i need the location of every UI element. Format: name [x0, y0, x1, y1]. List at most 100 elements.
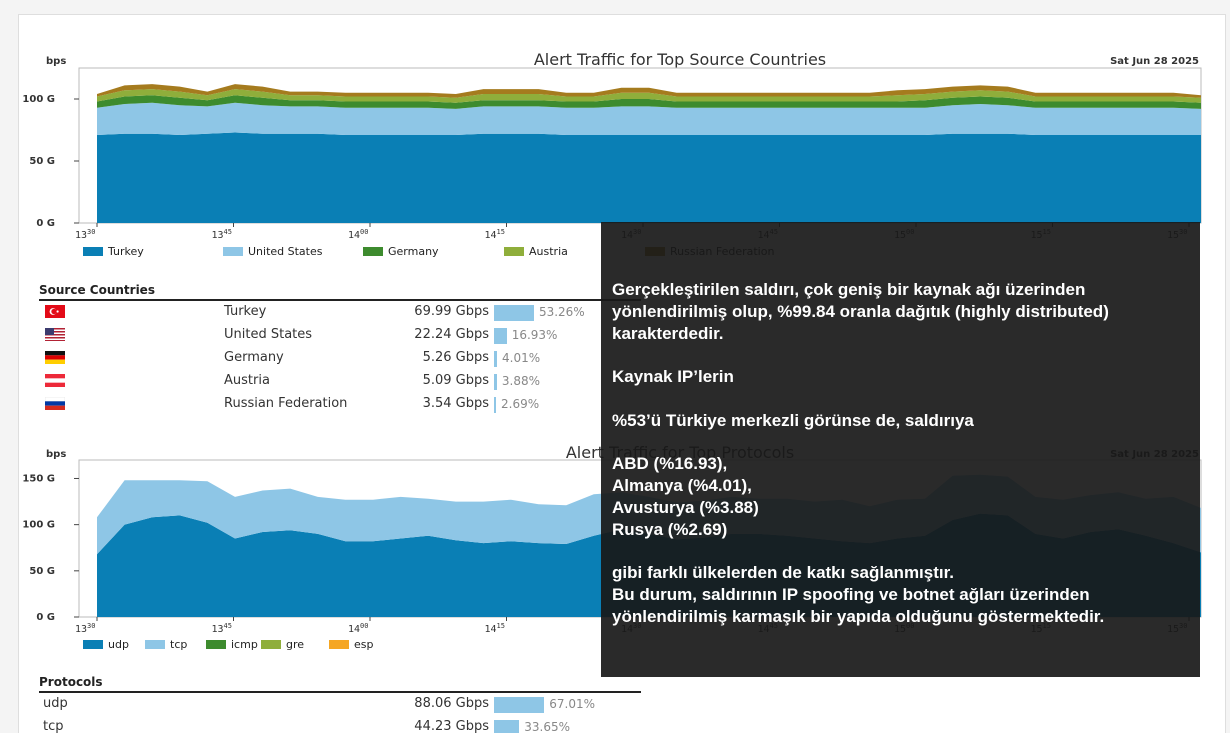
legend-item-tcp[interactable]: tcp — [145, 638, 187, 651]
row-value: 44.23 Gbps — [414, 719, 489, 733]
row-name: Austria — [224, 373, 270, 388]
legend-label: icmp — [231, 638, 258, 651]
germany-flag-icon — [45, 351, 65, 364]
table-row: United States 22.24 Gbps 16.93% — [39, 324, 641, 347]
legend-item-united-states[interactable]: United States — [223, 245, 323, 258]
y-tick-label: 0 G — [36, 612, 55, 623]
legend-label: Austria — [529, 245, 568, 258]
x-tick-label: 1415 — [485, 622, 505, 635]
chart-date: Sat Jun 28 2025 — [1110, 56, 1199, 67]
legend-swatch — [363, 247, 383, 256]
legend-swatch — [261, 640, 281, 649]
legend-swatch — [83, 640, 103, 649]
x-tick-label: 1330 — [75, 622, 95, 635]
table-row: Russian Federation 3.54 Gbps 2.69% — [39, 393, 641, 416]
table-row: Germany 5.26 Gbps 4.01% — [39, 347, 641, 370]
row-percent-bar — [494, 328, 507, 344]
row-percent-bar — [494, 374, 497, 390]
y-tick-label: 100 G — [22, 94, 55, 105]
row-percent-bar — [494, 397, 497, 413]
series-area-germany — [97, 95, 1201, 109]
row-percent-bar — [494, 720, 520, 733]
table-row: Turkey 69.99 Gbps 53.26% — [39, 301, 641, 324]
x-tick-label: 1400 — [348, 228, 368, 241]
legend-swatch — [329, 640, 349, 649]
row-percent: 4.01% — [502, 351, 541, 365]
source-countries-heading: Source Countries — [39, 283, 641, 301]
legend-swatch — [206, 640, 226, 649]
row-percent: 33.65% — [524, 720, 570, 733]
legend-item-esp[interactable]: esp — [329, 638, 373, 651]
row-percent-bar — [494, 305, 534, 321]
x-tick-label: 1400 — [348, 622, 368, 635]
row-percent-bar — [494, 697, 545, 713]
table-row: udp 88.06 Gbps 67.01% — [39, 693, 641, 716]
series-area-turkey — [97, 132, 1201, 223]
row-percent: 67.01% — [549, 697, 596, 711]
row-percent: 16.93% — [511, 328, 558, 342]
legend-item-austria[interactable]: Austria — [504, 245, 568, 258]
y-unit-label: bps — [46, 56, 66, 67]
legend-swatch — [83, 247, 103, 256]
x-tick-label: 1345 — [212, 622, 232, 635]
protocols-heading: Protocols — [39, 675, 641, 693]
row-name: United States — [224, 327, 313, 342]
series-area-united-states — [97, 102, 1201, 135]
row-name: Turkey — [224, 304, 267, 319]
x-tick-label: 1345 — [212, 228, 232, 241]
legend-label: Germany — [388, 245, 439, 258]
row-percent: 53.26% — [538, 305, 585, 319]
legend-label: Turkey — [107, 245, 144, 258]
x-tick-label: 1415 — [485, 228, 505, 241]
chart-title: Alert Traffic for Top Source Countries — [534, 50, 826, 69]
table-row: tcp 44.23 Gbps 33.65% — [39, 716, 641, 733]
austria-flag-icon — [45, 374, 65, 387]
row-name: udp — [43, 696, 68, 711]
legend-item-gre[interactable]: gre — [261, 638, 304, 651]
y-tick-label: 50 G — [29, 566, 55, 577]
y-tick-label: 150 G — [22, 473, 55, 484]
legend-item-udp[interactable]: udp — [83, 638, 129, 651]
legend-label: gre — [286, 638, 304, 651]
legend-item-turkey[interactable]: Turkey — [83, 245, 144, 258]
legend-label: udp — [108, 638, 129, 651]
row-percent-bar — [494, 351, 497, 367]
turkey-flag-icon — [45, 305, 65, 318]
series-area-austria — [97, 89, 1201, 103]
legend-item-icmp[interactable]: icmp — [206, 638, 258, 651]
y-tick-label: 50 G — [29, 156, 55, 167]
row-value: 88.06 Gbps — [414, 696, 489, 711]
y-tick-label: 100 G — [22, 520, 55, 531]
x-tick-label: 1330 — [75, 228, 95, 241]
protocols-rows: udp 88.06 Gbps 67.01% tcp 44.23 Gbps 33.65% — [39, 693, 641, 733]
legend-swatch — [145, 640, 165, 649]
legend-label: tcp — [170, 638, 187, 651]
row-value: 69.99 Gbps — [414, 304, 489, 319]
row-value: 3.54 Gbps — [422, 396, 489, 411]
row-value: 5.09 Gbps — [422, 373, 489, 388]
row-value: 22.24 Gbps — [414, 327, 489, 342]
row-name: Russian Federation — [224, 396, 348, 411]
source-chart-svg: Alert Traffic for Top Source Countries Sa… — [22, 50, 1202, 258]
legend-swatch — [223, 247, 243, 256]
legend-label: esp — [354, 638, 373, 651]
row-percent: 3.88% — [501, 374, 541, 388]
analysis-overlay: Gerçekleştirilen saldırı, çok geniş bir … — [601, 222, 1200, 677]
row-value: 5.26 Gbps — [422, 350, 489, 365]
series-area-russian-federation — [97, 84, 1201, 98]
source-countries-chart: Alert Traffic for Top Source Countries Sa… — [19, 15, 1227, 275]
protocols-table: Protocols udp 88.06 Gbps 67.01% tcp 44.23 Gb… — [39, 675, 641, 733]
table-row: Austria 5.09 Gbps 3.88% — [39, 370, 641, 393]
row-name: tcp — [43, 719, 64, 733]
y-unit-label: bps — [46, 449, 66, 460]
russia-flag-icon — [45, 397, 65, 410]
row-percent: 2.69% — [501, 397, 540, 411]
legend-swatch — [504, 247, 524, 256]
legend-item-germany[interactable]: Germany — [363, 245, 439, 258]
us-flag-icon — [45, 328, 65, 341]
source-countries-rows: Turkey 69.99 Gbps 53.26% United States 22.24… — [39, 301, 641, 416]
row-name: Germany — [224, 350, 284, 365]
analysis-text: Gerçekleştirilen saldırı, çok geniş bir … — [612, 280, 1109, 626]
legend-label: United States — [248, 245, 323, 258]
source-countries-table: Source Countries Turkey 69.99 Gbps 53.26% U… — [39, 283, 641, 416]
